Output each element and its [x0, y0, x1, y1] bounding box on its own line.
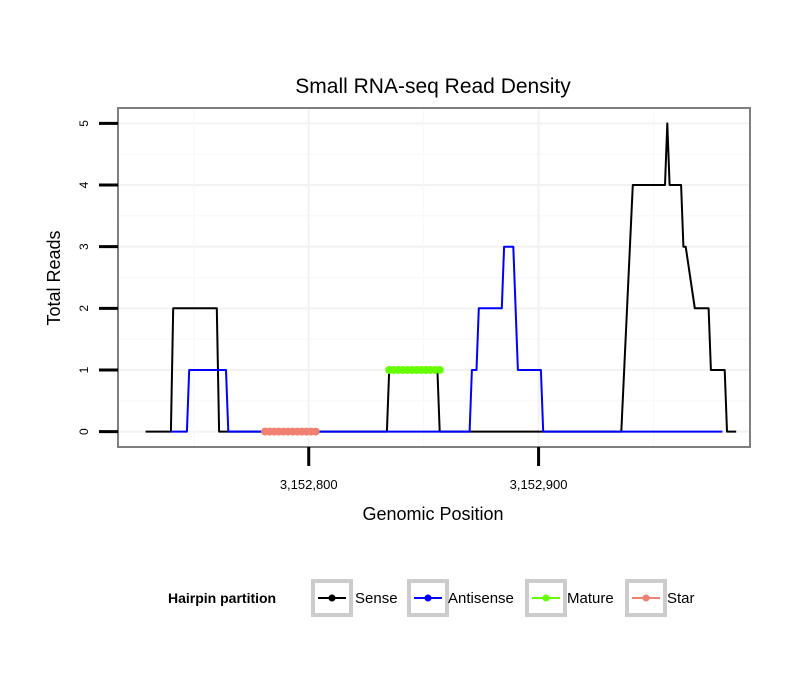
legend-label-sense: Sense	[355, 590, 398, 607]
legend-label-antisense: Antisense	[448, 590, 514, 607]
series-mature-point	[435, 365, 444, 374]
series-antisense-line	[170, 245, 723, 433]
y-tick-label: 0	[77, 428, 91, 435]
y-tick-label: 5	[77, 120, 91, 127]
legend-key-point-mature	[542, 594, 550, 602]
legend-title: Hairpin partition	[168, 590, 276, 606]
y-axis: 0 1 2 3 4 5	[77, 120, 118, 435]
y-tick-label: 4	[77, 181, 91, 188]
plot-border	[117, 107, 751, 448]
y-axis-label: Total Reads	[44, 230, 64, 325]
x-axis: 3,152,800 3,152,900	[280, 447, 568, 492]
series-lines	[145, 122, 737, 436]
legend-key-point-star	[642, 594, 650, 602]
series-star-point	[311, 427, 320, 436]
y-tick-label: 2	[77, 305, 91, 312]
legend-key-point-antisense	[424, 594, 432, 602]
series-sense-line	[145, 122, 737, 433]
chart-title: Small RNA-seq Read Density	[295, 75, 571, 98]
x-tick-label: 3,152,900	[510, 477, 568, 492]
y-tick-label: 3	[77, 243, 91, 250]
x-tick-label: 3,152,800	[280, 477, 338, 492]
legend-label-star: Star	[667, 590, 695, 607]
legend-label-mature: Mature	[567, 590, 614, 607]
legend: Hairpin partition Sense Antisense Mature St…	[168, 579, 695, 617]
y-tick-label: 1	[77, 366, 91, 373]
x-axis-label: Genomic Position	[362, 504, 503, 524]
legend-key-point-sense	[328, 594, 336, 602]
